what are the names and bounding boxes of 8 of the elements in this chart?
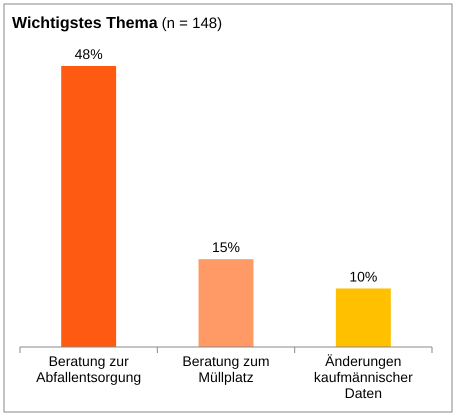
data-label: 15%: [212, 239, 240, 256]
x-tick-label: Beratung zum Müllplatz: [182, 353, 270, 385]
data-label: 10%: [349, 268, 378, 284]
chart-title: Wichtigstes Thema: [12, 15, 158, 32]
chart-subtitle: (n = 148): [162, 15, 222, 32]
x-tick-label: Änderungen kaufmännischer Daten: [314, 353, 414, 401]
x-tick-label: Beratung zur Abfallentsorgung: [36, 353, 142, 385]
data-label: 48%: [74, 46, 103, 62]
